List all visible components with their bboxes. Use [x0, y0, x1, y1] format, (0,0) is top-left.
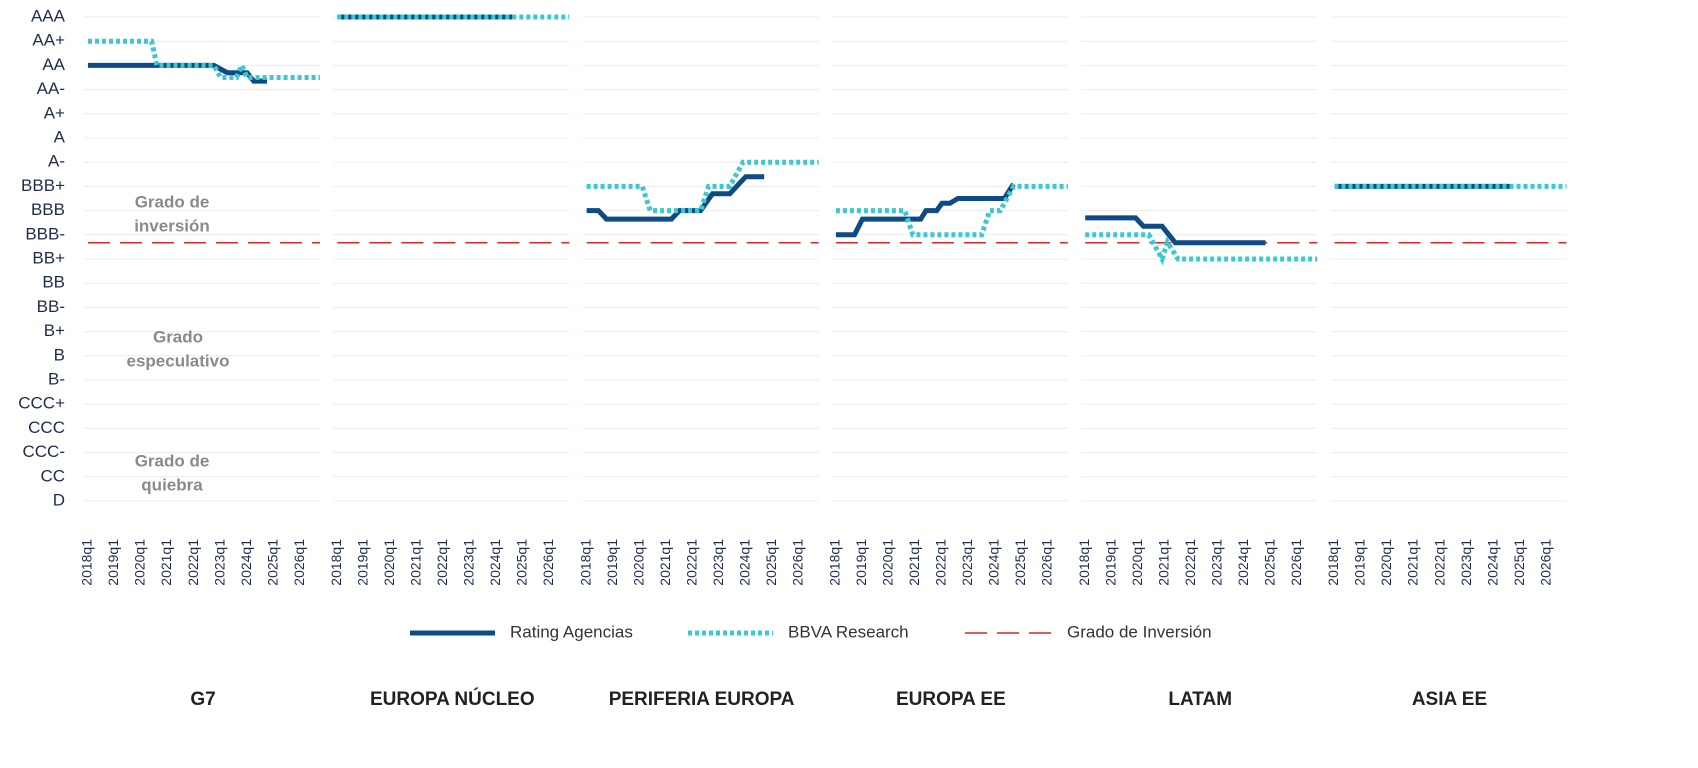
x-tick-label: 2021q1: [1155, 539, 1171, 586]
y-tick-label: CCC+: [18, 394, 65, 413]
x-tick-label: 2022q1: [1182, 539, 1198, 586]
x-tick-label: 2020q1: [1129, 539, 1145, 586]
legend-label: BBVA Research: [788, 622, 909, 641]
panel-title: EUROPA EE: [896, 689, 1006, 710]
x-tick-label: 2026q1: [1039, 539, 1055, 586]
x-tick-label: 2024q1: [487, 539, 503, 586]
x-tick-label: 2018q1: [577, 539, 593, 586]
x-tick-label: 2018q1: [827, 539, 843, 586]
y-tick-label: CCC-: [23, 442, 66, 461]
x-tick-label: 2025q1: [1262, 539, 1278, 586]
y-tick-label: AA+: [32, 31, 65, 50]
annotation: Grado de: [135, 451, 210, 470]
x-tick-label: 2018q1: [1076, 539, 1092, 586]
series-line: [1085, 232, 1318, 266]
x-tick-label: 2025q1: [763, 539, 779, 586]
panel-title: G7: [190, 689, 215, 710]
x-tick-label: 2023q1: [461, 539, 477, 586]
x-tick-label: 2018q1: [79, 539, 95, 586]
series-line: [835, 183, 1068, 238]
x-tick-label: 2020q1: [1378, 539, 1394, 586]
y-tick-label: BB+: [32, 248, 65, 267]
annotation: Grado: [153, 327, 203, 346]
x-tick-label: 2022q1: [1431, 539, 1447, 586]
panel-title: LATAM: [1168, 689, 1232, 710]
x-tick-label: 2026q1: [540, 539, 556, 586]
x-tick-label: 2024q1: [1484, 539, 1500, 586]
y-tick-label: A: [54, 127, 66, 146]
x-tick-label: 2021q1: [906, 539, 922, 586]
x-tick-label: 2021q1: [1405, 539, 1421, 586]
x-tick-label: 2024q1: [736, 539, 752, 586]
x-tick-label: 2018q1: [1325, 539, 1341, 586]
x-tick-label: 2024q1: [1235, 539, 1251, 586]
y-tick-label: B+: [44, 321, 65, 340]
annotation: quiebra: [141, 475, 203, 494]
x-tick-label: 2025q1: [514, 539, 530, 586]
y-tick-label: A-: [48, 152, 65, 171]
x-tick-label: 2023q1: [710, 539, 726, 586]
x-tick-label: 2022q1: [683, 539, 699, 586]
x-tick-label: 2021q1: [657, 539, 673, 586]
y-tick-label: BBB: [31, 200, 65, 219]
y-tick-label: AA: [42, 55, 65, 74]
y-tick-label: BBB-: [25, 224, 65, 243]
x-tick-label: 2023q1: [1208, 539, 1224, 586]
x-tick-label: 2026q1: [1537, 539, 1553, 586]
x-tick-label: 2024q1: [986, 539, 1002, 586]
x-tick-label: 2026q1: [789, 539, 805, 586]
series-line: [88, 38, 320, 80]
x-tick-label: 2018q1: [328, 539, 344, 586]
x-tick-label: 2022q1: [933, 539, 949, 586]
panel-title: ASIA EE: [1412, 689, 1487, 710]
legend-label: Rating Agencias: [510, 622, 633, 641]
y-tick-label: A+: [44, 103, 65, 122]
x-tick-label: 2019q1: [1352, 539, 1368, 586]
x-tick-label: 2024q1: [238, 539, 254, 586]
x-tick-label: 2019q1: [1102, 539, 1118, 586]
panel-title: PERIFERIA EUROPA: [609, 689, 795, 710]
y-tick-label: CC: [40, 466, 65, 485]
y-tick-label: CCC: [28, 418, 65, 437]
x-tick-label: 2019q1: [105, 539, 121, 586]
x-tick-label: 2019q1: [604, 539, 620, 586]
x-tick-label: 2022q1: [434, 539, 450, 586]
x-tick-label: 2022q1: [185, 539, 201, 586]
y-tick-label: D: [53, 490, 65, 509]
x-tick-label: 2026q1: [291, 539, 307, 586]
y-tick-label: AAA: [31, 6, 66, 25]
y-tick-label: BB-: [37, 297, 65, 316]
legend-label: Grado de Inversión: [1067, 622, 1212, 641]
x-tick-label: 2019q1: [355, 539, 371, 586]
y-tick-label: BB: [42, 273, 65, 292]
y-tick-label: B: [54, 345, 65, 364]
x-tick-label: 2025q1: [1511, 539, 1527, 586]
series-line: [586, 159, 819, 214]
annotation: especulativo: [127, 351, 230, 370]
x-tick-label: 2020q1: [880, 539, 896, 586]
series-line: [88, 62, 267, 84]
x-tick-label: 2020q1: [381, 539, 397, 586]
series-line: [1085, 215, 1266, 246]
x-tick-label: 2019q1: [853, 539, 869, 586]
x-tick-label: 2023q1: [1458, 539, 1474, 586]
x-tick-label: 2020q1: [630, 539, 646, 586]
x-tick-label: 2021q1: [158, 539, 174, 586]
x-tick-label: 2020q1: [132, 539, 148, 586]
x-tick-label: 2021q1: [408, 539, 424, 586]
x-tick-label: 2025q1: [264, 539, 280, 586]
annotation: Grado de: [135, 192, 210, 211]
y-tick-label: BBB+: [21, 176, 65, 195]
series-line: [835, 182, 1016, 238]
x-tick-label: 2026q1: [1288, 539, 1304, 586]
annotation: inversión: [134, 216, 210, 235]
y-tick-label: B-: [48, 369, 65, 388]
x-tick-label: 2023q1: [959, 539, 975, 586]
x-tick-label: 2025q1: [1012, 539, 1028, 586]
y-tick-label: AA-: [37, 79, 65, 98]
panel-title: EUROPA NÚCLEO: [370, 688, 535, 710]
x-tick-label: 2023q1: [211, 539, 227, 586]
